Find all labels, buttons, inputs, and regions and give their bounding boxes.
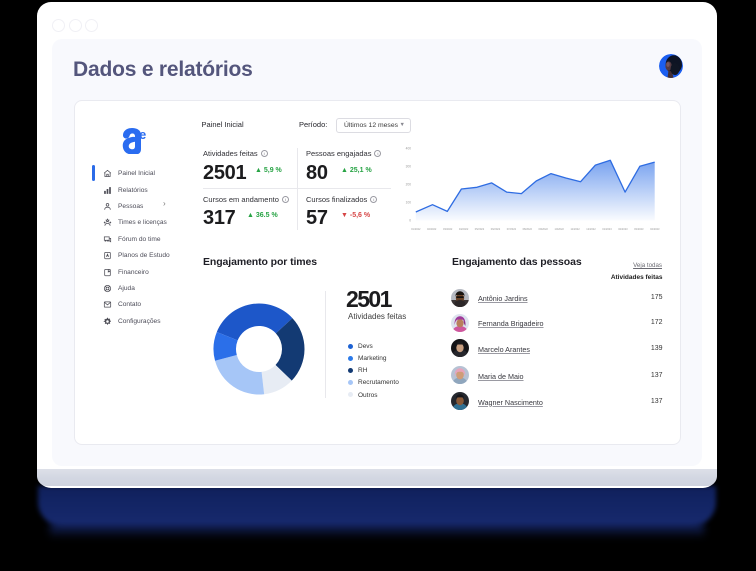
svg-text:10/2022: 10/2022 [555, 227, 565, 231]
svg-text:01/2022: 01/2022 [411, 227, 421, 231]
svg-text:03/2022: 03/2022 [443, 227, 453, 231]
svg-text:02/2023: 02/2023 [618, 227, 628, 231]
svg-text:06/2022: 06/2022 [491, 227, 501, 231]
svg-text:04/2022: 04/2022 [459, 227, 469, 231]
svg-text:02/2022: 02/2022 [427, 227, 437, 231]
svg-text:300: 300 [406, 165, 412, 169]
svg-text:11/2022: 11/2022 [571, 227, 581, 231]
svg-text:03/2023: 03/2023 [634, 227, 644, 231]
svg-text:07/2022: 07/2022 [507, 227, 517, 231]
svg-text:05/2022: 05/2022 [475, 227, 485, 231]
svg-text:09/2022: 09/2022 [539, 227, 549, 231]
svg-text:04/2023: 04/2023 [650, 227, 660, 231]
svg-text:400: 400 [406, 147, 412, 151]
svg-text:200: 200 [406, 183, 412, 187]
svg-text:12/2022: 12/2022 [586, 227, 596, 231]
svg-text:08/2022: 08/2022 [523, 227, 533, 231]
svg-text:0: 0 [409, 219, 411, 223]
svg-text:100: 100 [406, 201, 412, 205]
svg-text:01/2023: 01/2023 [602, 227, 612, 231]
